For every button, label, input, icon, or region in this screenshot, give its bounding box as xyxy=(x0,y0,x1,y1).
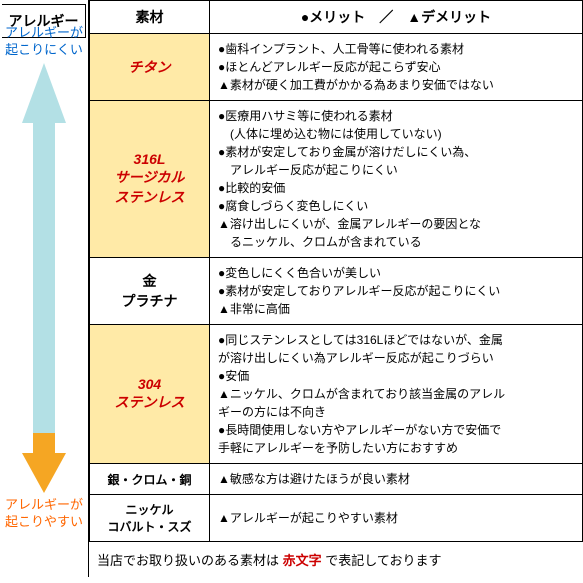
bullet-line: ●長時間使用しない方やアレルギーがない方で安価で xyxy=(218,421,574,439)
arrow-bottom-label: アレルギーが 起こりやすい xyxy=(0,497,88,531)
footer-post: で表記しております xyxy=(325,553,441,568)
footer-highlight: 赤文字 xyxy=(283,553,322,568)
bullet-line: ▲敏感な方は避けたほうが良い素材 xyxy=(218,470,574,488)
description-cell: ●同じステンレスとしては316Lほどではないが、金属が溶け出しにくい為アレルギー… xyxy=(210,325,583,464)
material-cell: 304ステンレス xyxy=(90,325,210,464)
bullet-line: アレルギー反応が起こりにくい xyxy=(218,161,574,179)
bullet-line: ●安価 xyxy=(218,367,574,385)
header-material: 素材 xyxy=(90,1,210,34)
bullet-line: ●同じステンレスとしては316Lほどではないが、金属 xyxy=(218,331,574,349)
bullet-line: ●腐食しづらく変色しにくい xyxy=(218,197,574,215)
arrow-top-line2: 起こりにくい xyxy=(5,42,83,57)
table-row: ニッケルコバルト・スズ ▲アレルギーが起こりやすい素材 xyxy=(90,495,583,542)
table-row: チタン●歯科インプラント、人工骨等に使われる素材●ほとんどアレルギー反応が起こら… xyxy=(90,34,583,101)
bullet-line: ▲素材が硬く加工費がかかる為あまり安価ではない xyxy=(218,76,574,94)
description-cell: ▲敏感な方は避けたほうが良い素材 xyxy=(210,464,583,495)
bullet-line: ●素材が安定しておりアレルギー反応が起こりにくい xyxy=(218,282,574,300)
table-row: 316Lサージカルステンレス●医療用ハサミ等に使われる素材 (人体に埋め込む物に… xyxy=(90,101,583,258)
bullet-line: ▲非常に高価 xyxy=(218,300,574,318)
footer-pre: 当店でお取り扱いのある素材は xyxy=(97,553,279,568)
material-cell: チタン xyxy=(90,34,210,101)
double-arrow-icon xyxy=(22,63,66,493)
description-cell: ●歯科インプラント、人工骨等に使われる素材●ほとんどアレルギー反応が起こらず安心… xyxy=(210,34,583,101)
description-cell: ●医療用ハサミ等に使われる素材 (人体に埋め込む物には使用していない)●素材が安… xyxy=(210,101,583,258)
arrow-wrap: アレルギーが 起こりにくい アレルギーが 起こりやすい xyxy=(0,25,88,555)
page-container: アレルギー アレルギーが 起こりにくい アレルギーが 起こりやすい 素材 ●メリ… xyxy=(0,0,583,577)
bullet-line: ●比較的安価 xyxy=(218,179,574,197)
material-table: 素材 ●メリット ／ ▲デメリット チタン●歯科インプラント、人工骨等に使われる… xyxy=(89,0,583,542)
bullet-line: ●ほとんどアレルギー反応が起こらず安心 xyxy=(218,58,574,76)
bullet-line: ▲ニッケル、クロムが含まれており該当金属のアレル xyxy=(218,385,574,403)
description-cell: ▲アレルギーが起こりやすい素材 xyxy=(210,495,583,542)
bullet-line: ●医療用ハサミ等に使われる素材 xyxy=(218,107,574,125)
bullet-line: (人体に埋め込む物には使用していない) xyxy=(218,125,574,143)
arrow-bot-line1: アレルギーが xyxy=(5,497,83,512)
arrow-down-icon xyxy=(22,433,66,493)
arrow-top-line1: アレルギーが xyxy=(5,25,83,40)
material-cell: 316Lサージカルステンレス xyxy=(90,101,210,258)
bullet-line: ▲溶け出しにくいが、金属アレルギーの要因とな xyxy=(218,215,574,233)
bullet-line: ▲アレルギーが起こりやすい素材 xyxy=(218,509,574,527)
arrow-bot-line2: 起こりやすい xyxy=(5,514,83,529)
bullet-line: ●歯科インプラント、人工骨等に使われる素材 xyxy=(218,40,574,58)
table-column: 素材 ●メリット ／ ▲デメリット チタン●歯科インプラント、人工骨等に使われる… xyxy=(88,0,583,577)
bullet-line: ギーの方には不向き xyxy=(218,403,574,421)
arrow-top-label: アレルギーが 起こりにくい xyxy=(0,25,88,59)
bullet-line: ●素材が安定しており金属が溶けだしにくい為、 xyxy=(218,143,574,161)
allergy-arrow-column: アレルギー アレルギーが 起こりにくい アレルギーが 起こりやすい xyxy=(0,0,88,577)
table-row: 金プラチナ●変色しにくく色合いが美しい●素材が安定しておりアレルギー反応が起こり… xyxy=(90,258,583,325)
description-cell: ●変色しにくく色合いが美しい●素材が安定しておりアレルギー反応が起こりにくい▲非… xyxy=(210,258,583,325)
bullet-line: 手軽にアレルギーを予防したい方におすすめ xyxy=(218,439,574,457)
arrow-up-icon xyxy=(22,63,66,453)
bullet-line: ●変色しにくく色合いが美しい xyxy=(218,264,574,282)
footer-note: 当店でお取り扱いのある素材は 赤文字 で表記しております xyxy=(89,542,583,577)
table-row: 銀・クロム・銅 ▲敏感な方は避けたほうが良い素材 xyxy=(90,464,583,495)
table-body: チタン●歯科インプラント、人工骨等に使われる素材●ほとんどアレルギー反応が起こら… xyxy=(90,34,583,542)
bullet-line: るニッケル、クロムが含まれている xyxy=(218,233,574,251)
material-cell: 銀・クロム・銅 xyxy=(90,464,210,495)
header-row: 素材 ●メリット ／ ▲デメリット xyxy=(90,1,583,34)
material-cell: ニッケルコバルト・スズ xyxy=(90,495,210,542)
material-cell: 金プラチナ xyxy=(90,258,210,325)
bullet-line: が溶け出しにくい為アレルギー反応が起こりづらい xyxy=(218,349,574,367)
table-row: 304ステンレス●同じステンレスとしては316Lほどではないが、金属が溶け出しに… xyxy=(90,325,583,464)
header-procon: ●メリット ／ ▲デメリット xyxy=(210,1,583,34)
